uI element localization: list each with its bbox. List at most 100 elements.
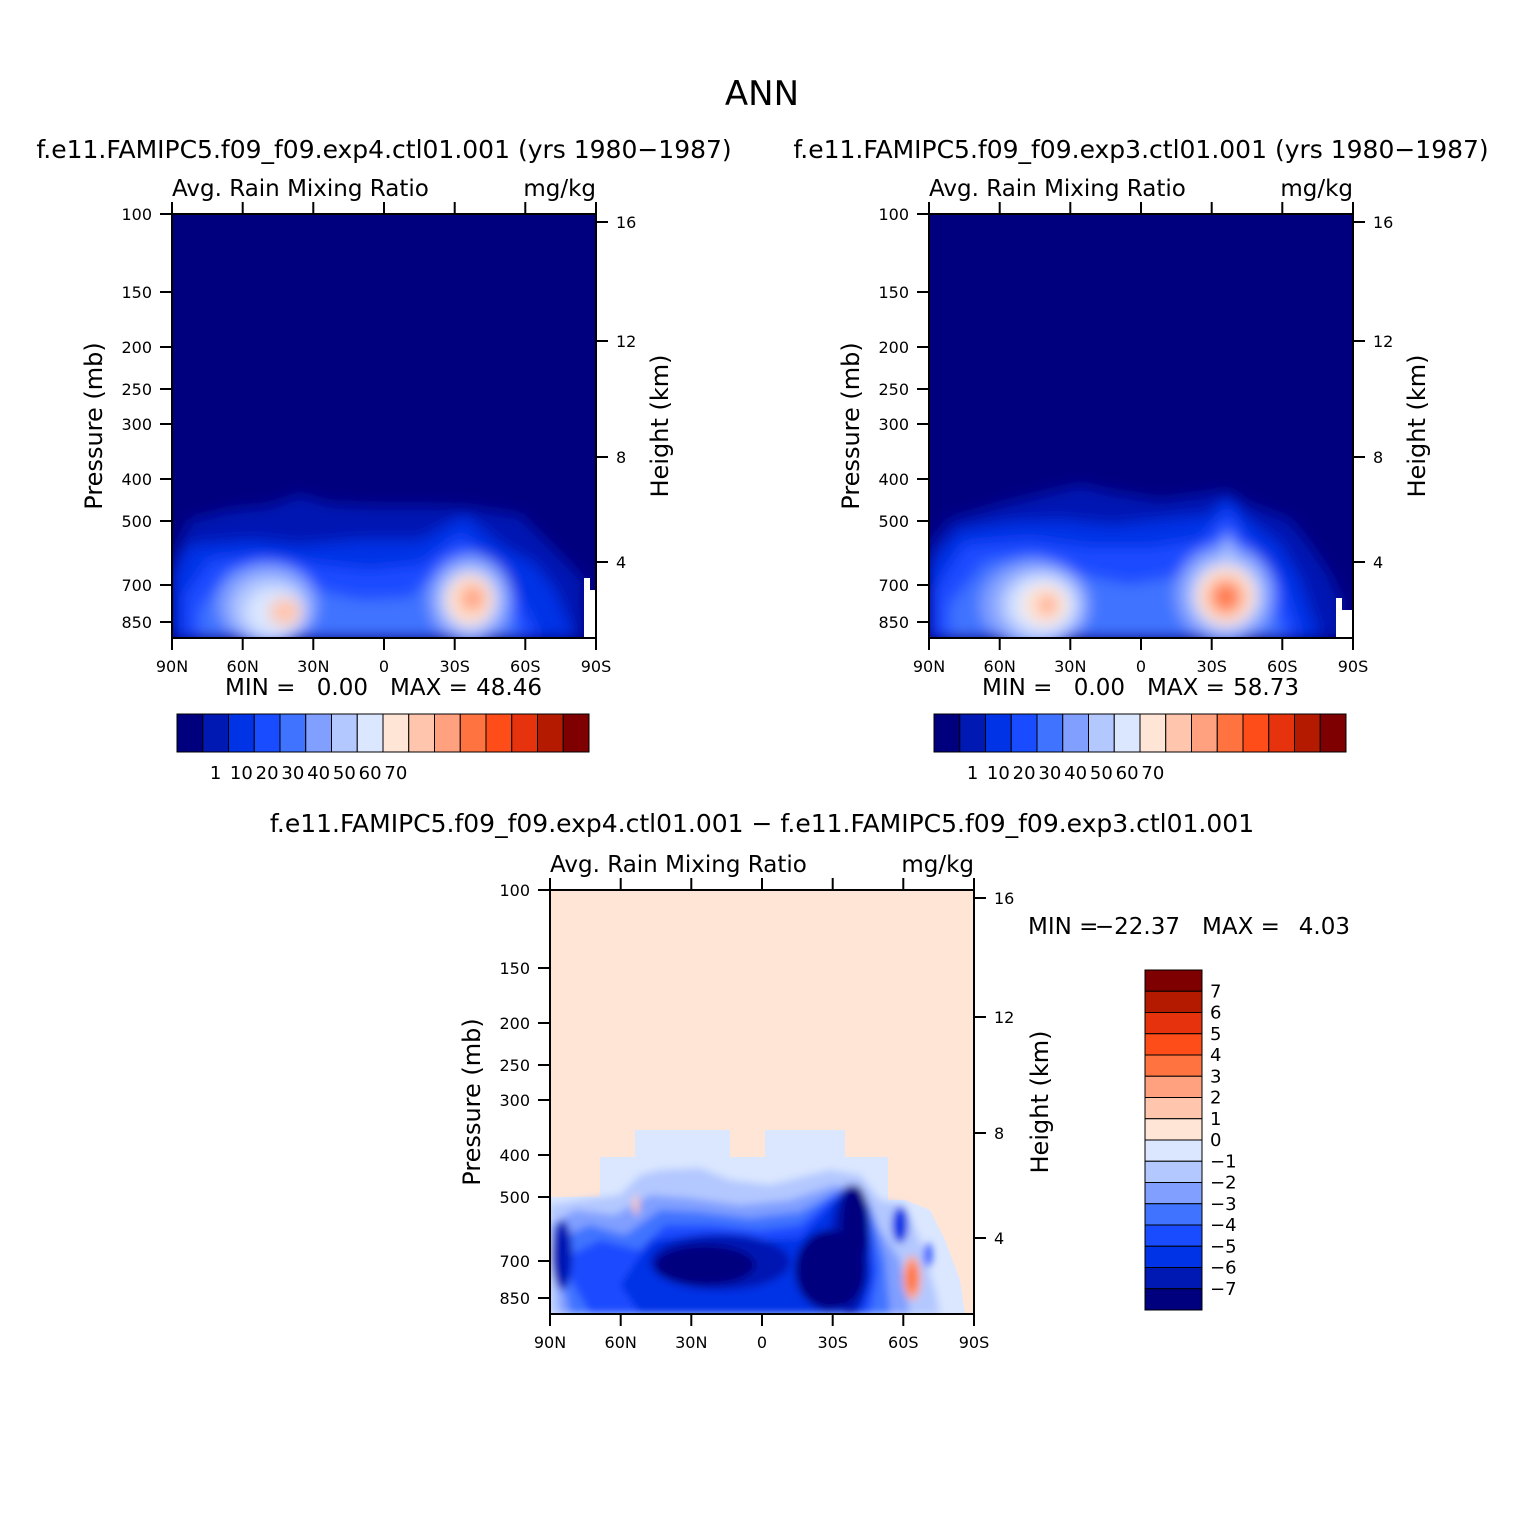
- panel2-ytick: 150: [878, 283, 909, 302]
- colorbar-swatch: [1144, 1033, 1203, 1056]
- panel3-ylabel-right: Height (km): [1026, 1031, 1054, 1174]
- panel3-xtick: 60N: [605, 1333, 637, 1352]
- colorbar-swatch: [562, 713, 590, 753]
- colorbar-swatch: [356, 713, 384, 753]
- panel3-xtick: 30S: [817, 1333, 848, 1352]
- panel1-xtick: 90S: [581, 657, 612, 676]
- panel2-ytick: 300: [878, 415, 909, 434]
- colorbar-swatch: [1268, 713, 1295, 753]
- panel2-xtick: 0: [1136, 657, 1146, 676]
- panel3-ytick: 400: [499, 1146, 530, 1165]
- colorbar-label: 6: [1210, 1003, 1221, 1024]
- colorbar-label: 0: [1210, 1130, 1221, 1151]
- panel2-ytick-right: 16: [1373, 213, 1393, 232]
- panel1-ytick: 250: [121, 380, 152, 399]
- colorbar-swatch: [1144, 1203, 1203, 1226]
- panel2-ytick: 400: [878, 470, 909, 489]
- colorbar-label: 20: [1013, 763, 1036, 784]
- panel3-xtick: 30N: [675, 1333, 707, 1352]
- colorbar-label: −6: [1210, 1258, 1237, 1279]
- panel1-ylabel: Pressure (mb): [80, 342, 108, 509]
- colorbar-label: 2: [1210, 1088, 1221, 1109]
- colorbar-label: 5: [1210, 1024, 1221, 1045]
- colorbar-label: −1: [1210, 1151, 1237, 1172]
- colorbar-label: −4: [1210, 1215, 1237, 1236]
- colorbar-label: −2: [1210, 1173, 1237, 1194]
- colorbar-label: 30: [281, 763, 304, 784]
- colorbar-swatch: [1088, 713, 1115, 753]
- colorbar-swatch: [228, 713, 255, 753]
- panel1-min-label: MIN =: [225, 675, 295, 701]
- colorbar-swatch: [959, 713, 986, 753]
- panel3-ytick: 150: [499, 959, 530, 978]
- colorbar-swatch: [1144, 1182, 1203, 1205]
- colorbar-swatch: [408, 713, 435, 753]
- panel1-ylabel-right: Height (km): [646, 355, 674, 498]
- colorbar-label: 50: [333, 763, 356, 784]
- colorbar-swatch: [1113, 713, 1141, 753]
- panel2-ylabel-right: Height (km): [1403, 355, 1431, 498]
- colorbar-label: 7: [1210, 981, 1221, 1002]
- panel3-ytick-right: 12: [994, 1008, 1014, 1027]
- panel3-ytick: 700: [499, 1252, 530, 1271]
- panel2-xtick: 60N: [984, 657, 1016, 676]
- panel1-ytick-right: 8: [616, 448, 626, 467]
- panel3-ytick-right: 4: [994, 1229, 1004, 1248]
- panel2-ytick: 100: [878, 205, 909, 224]
- panel1-ytick: 500: [121, 512, 152, 531]
- colorbar-swatch: [1294, 713, 1321, 753]
- panel2-units: mg/kg: [1280, 176, 1353, 202]
- colorbar-swatch: [1165, 713, 1192, 753]
- colorbar-label: 10: [230, 763, 253, 784]
- panel3-ytick: 500: [499, 1188, 530, 1207]
- colorbar-label: 1: [1210, 1109, 1221, 1130]
- panel3-ticks: [538, 878, 986, 1326]
- panel1-min-value: 0.00: [317, 675, 368, 701]
- panel3-ylabel: Pressure (mb): [458, 1018, 486, 1185]
- panel2-colorbar: 1 10 20 30 40 50 60 70: [933, 713, 1347, 784]
- panel2-ytick: 850: [878, 613, 909, 632]
- panel1-ytick: 200: [121, 338, 152, 357]
- panel3-max-value: 4.03: [1299, 914, 1350, 940]
- colorbar-swatch: [1144, 1288, 1203, 1311]
- colorbar-label: 70: [384, 763, 407, 784]
- panel3-ytick: 250: [499, 1056, 530, 1075]
- colorbar-swatch: [1144, 1139, 1203, 1162]
- panel3-xtick: 90S: [959, 1333, 990, 1352]
- panel2-ytick: 200: [878, 338, 909, 357]
- panel1-variable: Avg. Rain Mixing Ratio: [172, 176, 429, 202]
- colorbar-label: 10: [987, 763, 1010, 784]
- panel1-ytick: 700: [121, 576, 152, 595]
- colorbar-swatch: [1144, 1054, 1203, 1077]
- colorbar-label: −5: [1210, 1236, 1237, 1257]
- panel2-ytick-right: 12: [1373, 332, 1393, 351]
- panel3-ytick: 850: [499, 1289, 530, 1308]
- panel2-plot-area: [929, 214, 1353, 638]
- colorbar-label: −3: [1210, 1194, 1237, 1215]
- colorbar-swatch: [1242, 713, 1270, 753]
- colorbar-swatch: [1139, 713, 1167, 753]
- colorbar-swatch: [485, 713, 513, 753]
- panel1-ytick-right: 4: [616, 553, 626, 572]
- colorbar-label: 30: [1038, 763, 1061, 784]
- panel3-max-label: MAX =: [1202, 914, 1280, 940]
- panel3-plot-area: [550, 890, 974, 1314]
- panel1-colorbar: 1 10 20 30 40 50 60 70: [176, 713, 590, 784]
- panel2-variable: Avg. Rain Mixing Ratio: [929, 176, 1186, 202]
- colorbar-swatch: [1144, 990, 1203, 1013]
- panel2-xtick: 30S: [1196, 657, 1227, 676]
- panel1-ytick: 850: [121, 613, 152, 632]
- panel2-ylabel: Pressure (mb): [837, 342, 865, 509]
- panel3-min-label: MIN =: [1028, 914, 1098, 940]
- panel2-xtick: 60S: [1267, 657, 1298, 676]
- colorbar-swatch: [1144, 1097, 1203, 1120]
- panel2-max-value: 58.73: [1233, 675, 1299, 701]
- panel1-ytick: 150: [121, 283, 152, 302]
- colorbar-label: 20: [256, 763, 279, 784]
- colorbar-label: 3: [1210, 1066, 1221, 1087]
- panel3-field: [550, 1130, 965, 1314]
- panel1-field: [172, 495, 584, 638]
- main-title: ANN: [725, 74, 799, 114]
- panel2-xtick: 90N: [913, 657, 945, 676]
